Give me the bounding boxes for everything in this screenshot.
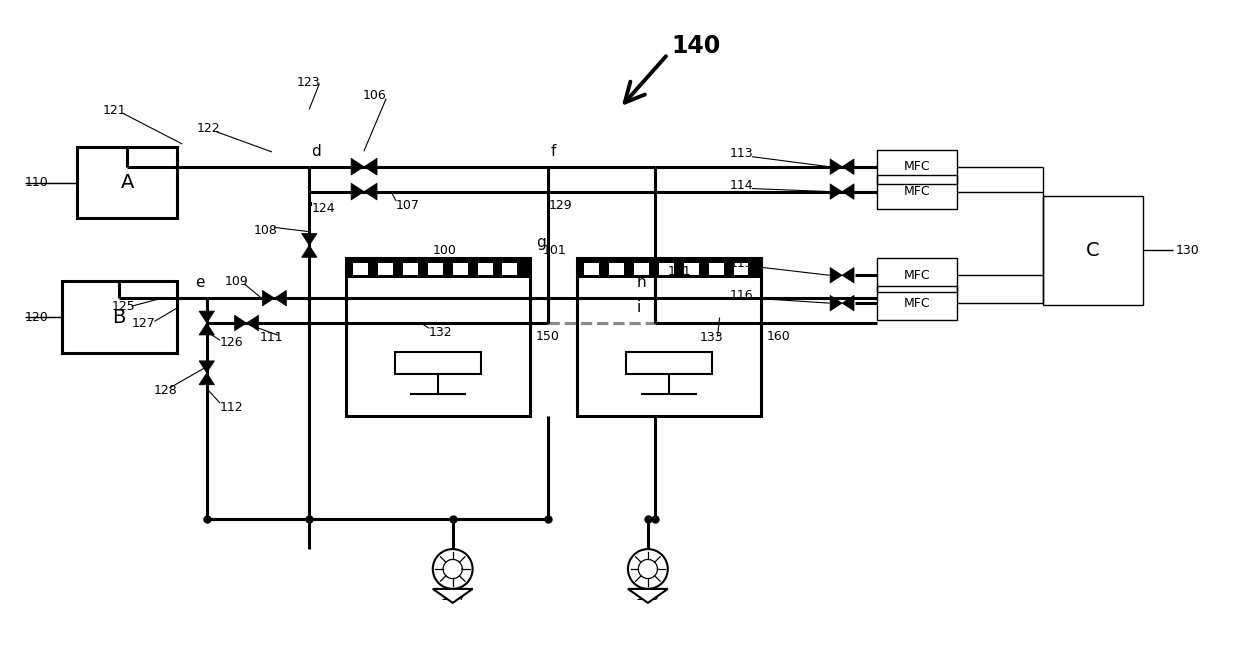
Text: 123: 123 bbox=[296, 76, 320, 89]
Text: 129: 129 bbox=[549, 199, 572, 212]
Circle shape bbox=[432, 549, 472, 589]
Text: d: d bbox=[311, 144, 321, 158]
Text: i: i bbox=[637, 300, 641, 315]
Polygon shape bbox=[830, 295, 843, 311]
Text: 120: 120 bbox=[25, 310, 48, 324]
Circle shape bbox=[628, 549, 668, 589]
Bar bbox=[877, 174, 957, 209]
Polygon shape bbox=[830, 184, 843, 200]
Text: 105: 105 bbox=[636, 590, 660, 603]
Text: 101: 101 bbox=[543, 244, 566, 257]
Text: C: C bbox=[1087, 241, 1100, 260]
Text: 112: 112 bbox=[219, 401, 243, 414]
Bar bbox=[877, 150, 957, 184]
Text: 109: 109 bbox=[224, 274, 248, 288]
Polygon shape bbox=[275, 290, 286, 306]
Bar bbox=[577, 259, 762, 278]
Polygon shape bbox=[351, 183, 364, 200]
Text: MFC: MFC bbox=[903, 269, 930, 282]
Polygon shape bbox=[301, 233, 317, 245]
Text: 106: 106 bbox=[363, 90, 387, 103]
Text: f: f bbox=[550, 144, 555, 158]
Text: 111: 111 bbox=[259, 332, 284, 345]
Text: 110: 110 bbox=[25, 176, 48, 189]
Polygon shape bbox=[364, 183, 377, 200]
Polygon shape bbox=[199, 373, 214, 385]
Text: 150: 150 bbox=[535, 330, 559, 343]
Polygon shape bbox=[263, 290, 275, 306]
Bar bbox=[626, 352, 711, 374]
Text: 124: 124 bbox=[311, 202, 335, 215]
Bar bbox=[346, 259, 530, 416]
Bar bbox=[77, 147, 177, 219]
Text: 133: 133 bbox=[700, 332, 724, 345]
Polygon shape bbox=[432, 589, 472, 603]
Bar bbox=[346, 259, 530, 278]
Text: 132: 132 bbox=[429, 326, 452, 339]
Bar bbox=[684, 263, 699, 275]
Polygon shape bbox=[843, 159, 854, 174]
Bar bbox=[877, 286, 957, 320]
Bar bbox=[395, 352, 481, 374]
Text: 121: 121 bbox=[102, 105, 126, 117]
Polygon shape bbox=[247, 316, 259, 331]
Text: 131: 131 bbox=[668, 265, 691, 278]
Text: 140: 140 bbox=[672, 34, 721, 58]
Text: 128: 128 bbox=[154, 385, 177, 397]
Text: 113: 113 bbox=[730, 147, 753, 160]
Bar bbox=[353, 263, 368, 275]
Text: h: h bbox=[637, 275, 647, 290]
Text: 108: 108 bbox=[254, 224, 278, 237]
Text: 127: 127 bbox=[133, 316, 156, 330]
Bar bbox=[659, 263, 674, 275]
Bar bbox=[577, 259, 762, 416]
Text: 125: 125 bbox=[113, 300, 136, 313]
Text: 160: 160 bbox=[767, 330, 790, 343]
Bar bbox=[452, 263, 467, 275]
Polygon shape bbox=[830, 159, 843, 174]
Bar bbox=[403, 263, 418, 275]
Bar bbox=[427, 263, 442, 275]
Text: 104: 104 bbox=[441, 590, 465, 603]
Text: 122: 122 bbox=[197, 123, 221, 135]
Text: MFC: MFC bbox=[903, 160, 930, 173]
Bar bbox=[477, 263, 493, 275]
Polygon shape bbox=[364, 158, 377, 175]
Text: A: A bbox=[120, 173, 134, 192]
Polygon shape bbox=[628, 589, 668, 603]
Polygon shape bbox=[234, 316, 247, 331]
Bar bbox=[1043, 196, 1142, 305]
Bar bbox=[503, 263, 518, 275]
Bar bbox=[733, 263, 748, 275]
Bar bbox=[378, 263, 393, 275]
Polygon shape bbox=[843, 184, 854, 200]
Polygon shape bbox=[199, 323, 214, 335]
Text: MFC: MFC bbox=[903, 185, 930, 198]
Bar bbox=[62, 281, 177, 353]
Bar bbox=[610, 263, 624, 275]
Text: 115: 115 bbox=[730, 257, 753, 270]
Text: MFC: MFC bbox=[903, 296, 930, 310]
Text: 100: 100 bbox=[432, 244, 457, 257]
Text: g: g bbox=[536, 235, 546, 251]
Polygon shape bbox=[843, 295, 854, 311]
Text: 116: 116 bbox=[730, 288, 753, 302]
Polygon shape bbox=[830, 267, 843, 283]
Polygon shape bbox=[351, 158, 364, 175]
Bar bbox=[877, 259, 957, 292]
Polygon shape bbox=[301, 245, 317, 257]
Text: e: e bbox=[196, 275, 204, 290]
Text: 114: 114 bbox=[730, 179, 753, 192]
Text: 130: 130 bbox=[1176, 244, 1199, 257]
Polygon shape bbox=[199, 311, 214, 323]
Bar bbox=[584, 263, 600, 275]
Polygon shape bbox=[843, 267, 854, 283]
Text: 107: 107 bbox=[396, 199, 420, 212]
Bar bbox=[709, 263, 724, 275]
Polygon shape bbox=[199, 361, 214, 373]
Text: B: B bbox=[113, 308, 126, 327]
Bar bbox=[634, 263, 649, 275]
Text: 126: 126 bbox=[219, 336, 243, 349]
